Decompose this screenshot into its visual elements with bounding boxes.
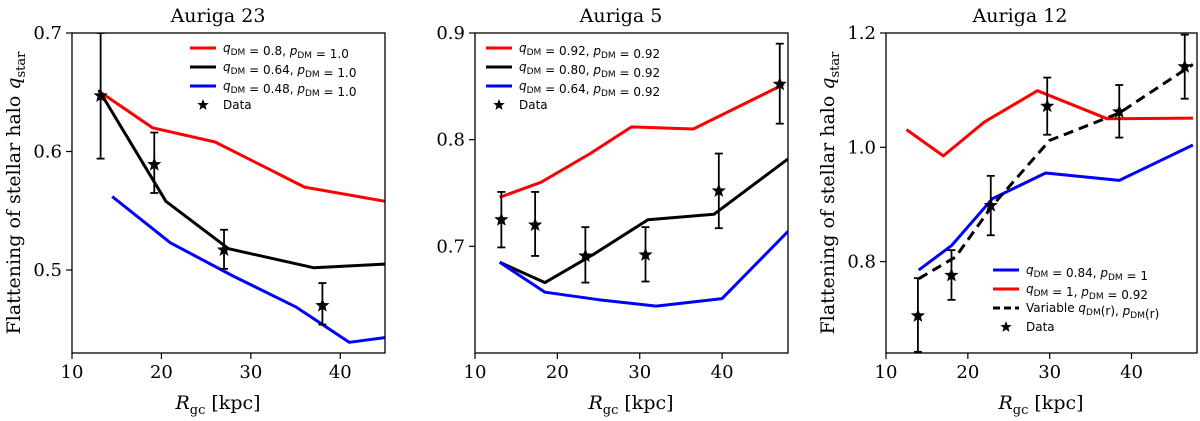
data-point-star: [711, 183, 726, 197]
series-line: [499, 82, 785, 199]
plot-frame: [885, 32, 1198, 354]
x-axis-label: Rgc [kpc]: [997, 392, 1083, 418]
legend-label: qDM = 0.64, pDM = 1.0: [223, 60, 356, 80]
legend-label: qDM = 0.84, pDM = 1: [1026, 263, 1148, 283]
x-tick-label: 10: [464, 362, 487, 383]
y-tick-label: 0.7: [436, 236, 465, 257]
plot-frame: [474, 32, 789, 354]
data-point-star: [1112, 104, 1127, 118]
data-point-star: [983, 198, 998, 212]
data-point-star: [578, 248, 593, 262]
y-tick-label: 0.5: [33, 260, 62, 281]
data-point-star: [944, 267, 959, 282]
legend-label: Data: [223, 98, 252, 112]
data-point-star: [147, 157, 162, 171]
data-point-star: [315, 298, 330, 312]
series-line: [97, 89, 385, 203]
x-tick-label: 10: [61, 362, 84, 383]
legend-label: Variable qDM(r), pDM(r): [1026, 301, 1159, 321]
legend-label: qDM = 1, pDM = 0.92: [1026, 282, 1148, 302]
legend-star-icon: [1000, 321, 1012, 332]
panel-auriga-5: Auriga 5 10 20 30 40 0.7 0.8 0.9 qDM = 0.92, p…: [436, 5, 789, 418]
y-tick-label: 1.2: [847, 23, 876, 44]
chart-title: Auriga 12: [972, 5, 1068, 27]
x-axis-label: Rgc [kpc]: [174, 392, 260, 418]
data-point-star: [494, 212, 509, 226]
data-point-star: [772, 76, 787, 91]
legend-label: Data: [1026, 320, 1055, 334]
legend-label: qDM = 0.64, pDM = 0.92: [519, 79, 660, 99]
x-tick-label: 30: [628, 362, 651, 383]
data-point-star: [1040, 98, 1055, 113]
series-line: [498, 230, 788, 308]
chart-title: Auriga 5: [579, 5, 663, 27]
chart-title: Auriga 23: [170, 5, 266, 27]
data-point-star: [93, 88, 108, 102]
x-tick-label: 20: [956, 362, 979, 383]
y-tick-label: 0.9: [436, 23, 465, 44]
x-tick-label: 40: [711, 362, 734, 383]
x-tick-label: 40: [329, 362, 352, 383]
legend-label: qDM = 0.80, pDM = 0.92: [519, 60, 660, 80]
legend-label: qDM = 0.92, pDM = 0.92: [519, 41, 660, 61]
panel-auriga-23: Auriga 23 10 20 30 40 0.5 0.6 0.7 qDM = 0.8, p…: [3, 5, 386, 418]
y-tick-label: 0.8: [847, 252, 876, 273]
series-line: [917, 63, 1194, 280]
data-point-star: [1177, 59, 1192, 73]
series-line: [917, 143, 1194, 272]
series-line: [499, 157, 788, 285]
y-axis-label: Flattening of stellar halo qstar: [817, 51, 843, 335]
data-point-star: [910, 308, 926, 322]
legend-label: qDM = 0.48, pDM = 1.0: [223, 79, 356, 99]
x-tick-label: 10: [875, 362, 898, 383]
plot-frame: [71, 32, 386, 354]
y-tick-label: 0.6: [33, 142, 62, 163]
series-line: [111, 195, 385, 344]
series-line: [905, 89, 1193, 158]
data-point-star: [216, 242, 232, 256]
legend-star-icon: [197, 99, 209, 110]
x-axis-label: Rgc [kpc]: [587, 392, 673, 418]
y-axis-label: Flattening of stellar halo qstar: [3, 51, 29, 335]
y-tick-label: 0.7: [33, 23, 62, 44]
legend-label: qDM = 0.8, pDM = 1.0: [223, 41, 349, 61]
data-point-star: [638, 247, 653, 261]
y-tick-label: 0.8: [436, 130, 465, 151]
legend-star-icon: [493, 99, 505, 110]
legend-label: Data: [519, 98, 548, 112]
series-line: [97, 89, 385, 270]
y-tick-label: 1.0: [847, 137, 876, 158]
x-tick-label: 20: [546, 362, 569, 383]
x-tick-label: 30: [239, 362, 262, 383]
x-tick-label: 40: [1120, 362, 1143, 383]
x-tick-label: 30: [1038, 362, 1061, 383]
data-point-star: [528, 217, 543, 232]
panel-auriga-12: Auriga 12 10 20 30 40 0.8 1.0 1.2 qDM = 0.84, …: [817, 5, 1198, 418]
x-tick-label: 20: [150, 362, 173, 383]
